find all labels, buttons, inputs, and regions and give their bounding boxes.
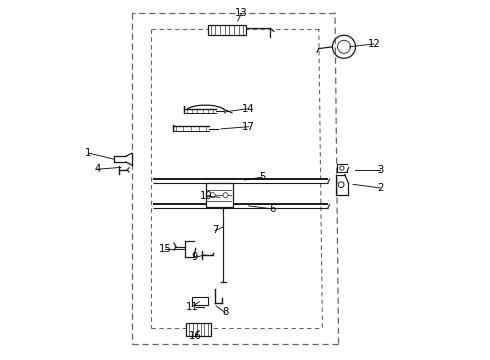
Text: 4: 4 bbox=[94, 164, 100, 174]
Text: 12: 12 bbox=[368, 39, 380, 49]
Text: 17: 17 bbox=[242, 122, 255, 132]
Text: 16: 16 bbox=[189, 330, 202, 341]
FancyBboxPatch shape bbox=[186, 323, 211, 336]
FancyBboxPatch shape bbox=[192, 297, 208, 305]
Circle shape bbox=[340, 166, 344, 170]
Circle shape bbox=[338, 182, 344, 188]
Text: 3: 3 bbox=[377, 165, 383, 175]
Circle shape bbox=[223, 193, 228, 198]
Text: 9: 9 bbox=[192, 252, 198, 262]
Text: 8: 8 bbox=[222, 307, 228, 318]
Circle shape bbox=[210, 193, 215, 198]
Text: 1: 1 bbox=[85, 148, 92, 158]
Text: 10: 10 bbox=[200, 191, 213, 201]
Text: 15: 15 bbox=[159, 244, 171, 254]
Text: 13: 13 bbox=[235, 8, 248, 18]
FancyBboxPatch shape bbox=[208, 25, 245, 35]
Text: 6: 6 bbox=[269, 204, 275, 214]
FancyBboxPatch shape bbox=[206, 183, 233, 207]
Text: 5: 5 bbox=[259, 172, 266, 182]
Text: 2: 2 bbox=[377, 183, 383, 193]
Text: 7: 7 bbox=[212, 225, 219, 235]
Text: 11: 11 bbox=[186, 302, 198, 312]
Text: 14: 14 bbox=[242, 104, 255, 114]
